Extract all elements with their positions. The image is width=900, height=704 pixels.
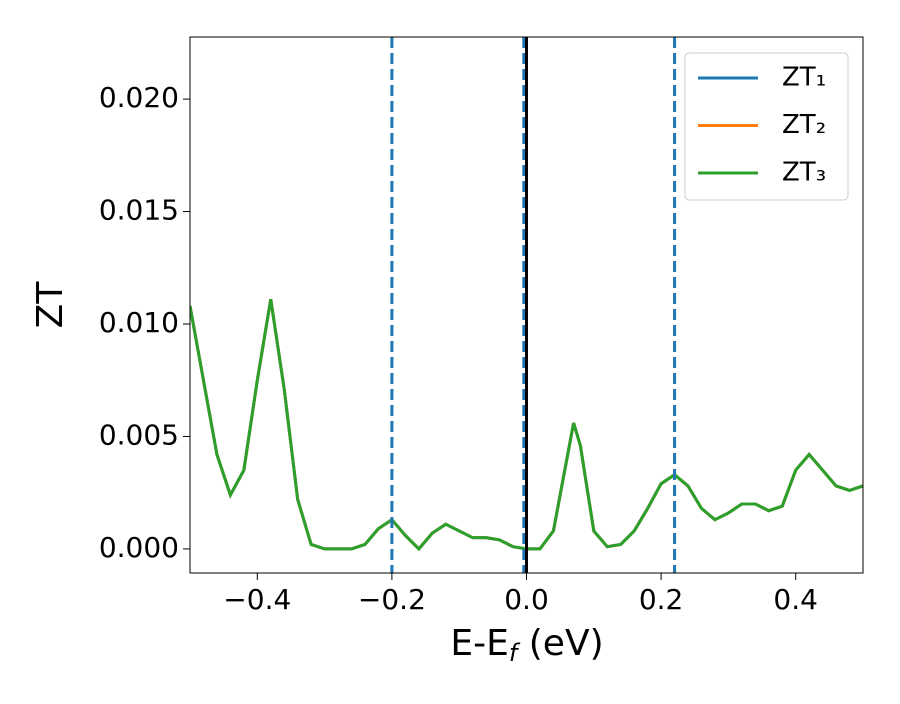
legend-label: ZT₁ <box>782 63 826 93</box>
legend-label: ZT₃ <box>782 158 826 188</box>
y-tick-label: 0.010 <box>99 306 179 339</box>
x-tick-label: −0.2 <box>358 583 426 616</box>
y-tick-label: 0.005 <box>99 418 179 451</box>
y-tick-label: 0.000 <box>99 531 179 564</box>
plot-frame <box>189 36 864 574</box>
legend: ZT₁ ZT₂ ZT₃ <box>684 52 849 201</box>
x-tick-label: 0.4 <box>773 583 818 616</box>
y-tick-label: 0.020 <box>99 81 179 114</box>
x-label-part: (eV) <box>517 623 603 664</box>
x-axis-label: E-Ef (eV) <box>450 623 603 667</box>
y-axis-label: ZT <box>30 281 71 329</box>
x-tick-label: 0.2 <box>639 583 684 616</box>
legend-box <box>684 52 849 201</box>
x-tick-label: 0.0 <box>504 583 549 616</box>
x-label-part: E-E <box>450 623 508 664</box>
x-tick-label: −0.4 <box>223 583 291 616</box>
series-line <box>190 299 863 552</box>
y-tick-label: 0.015 <box>99 194 179 227</box>
legend-label: ZT₂ <box>782 110 826 140</box>
